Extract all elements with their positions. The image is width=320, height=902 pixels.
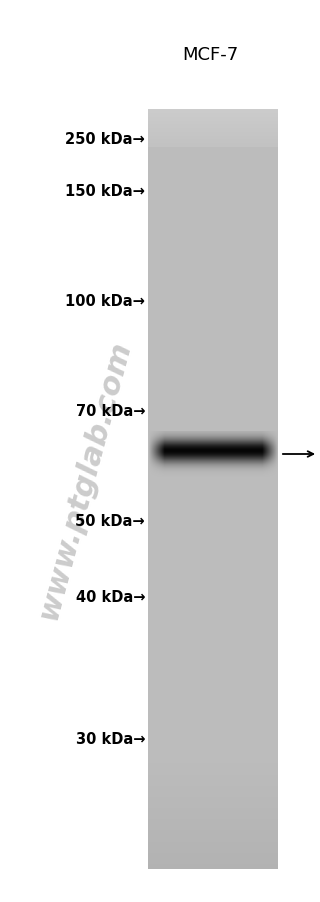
- Text: 40 kDa→: 40 kDa→: [76, 590, 145, 605]
- Text: 50 kDa→: 50 kDa→: [76, 514, 145, 529]
- Text: 100 kDa→: 100 kDa→: [65, 294, 145, 309]
- Text: www.ptglab.com: www.ptglab.com: [34, 336, 136, 622]
- Text: 30 kDa→: 30 kDa→: [76, 732, 145, 747]
- Text: 70 kDa→: 70 kDa→: [76, 404, 145, 419]
- Text: 250 kDa→: 250 kDa→: [65, 133, 145, 147]
- Text: MCF-7: MCF-7: [182, 46, 238, 64]
- Text: 150 kDa→: 150 kDa→: [65, 184, 145, 199]
